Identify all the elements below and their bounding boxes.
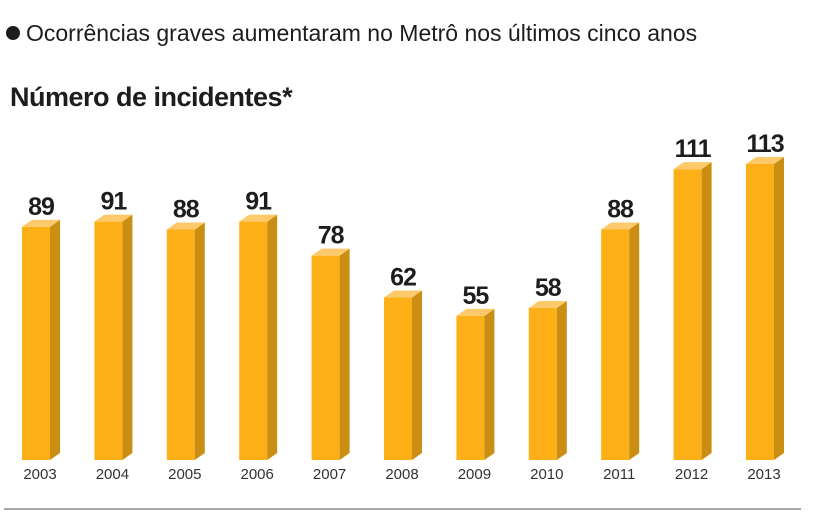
bar-side [484, 308, 495, 460]
x-tick-label: 2009 [458, 466, 491, 483]
bar-top [311, 248, 350, 256]
headline-text: Ocorrências graves aumentaram no Metrô n… [26, 20, 698, 46]
chart-title: Número de incidentes* [10, 82, 293, 112]
x-tick-label: 2005 [168, 466, 201, 483]
bar-front [456, 315, 485, 460]
bar-front [239, 221, 268, 460]
bar-top [166, 222, 205, 230]
bar-front [746, 163, 774, 460]
bar-side [629, 222, 640, 460]
bar-front [311, 255, 340, 460]
bar-side [122, 214, 133, 460]
bar-front [673, 169, 702, 460]
bar-top [528, 301, 567, 309]
bottom-divider [4, 508, 801, 510]
bar-front [384, 297, 412, 460]
data-label: 91 [100, 188, 127, 216]
bar-side [701, 162, 712, 460]
bar-side [267, 214, 278, 460]
bar-side [556, 301, 567, 460]
data-label: 111 [675, 135, 712, 163]
data-label: 55 [462, 282, 489, 310]
bar-top [239, 214, 278, 222]
bullet-icon [6, 26, 20, 40]
bar-front [528, 308, 557, 460]
data-label: 89 [28, 193, 54, 221]
data-label: 78 [318, 222, 345, 250]
bar-front [166, 229, 195, 460]
x-tick-label: 2006 [241, 466, 274, 483]
bar-side [194, 222, 205, 460]
bar-top [384, 290, 422, 298]
data-label: 88 [173, 195, 200, 223]
bar-front [22, 226, 50, 460]
x-tick-label: 2007 [313, 466, 346, 483]
bar-top [94, 214, 133, 222]
bar-top [746, 156, 784, 164]
data-label: 91 [245, 188, 272, 216]
data-label: 113 [746, 130, 783, 158]
bar-top [22, 219, 60, 227]
bar-top [601, 222, 640, 230]
chart-headline: Ocorrências graves aumentaram no Metrô n… [6, 20, 697, 47]
x-tick-label: 2004 [96, 466, 129, 483]
x-tick-label: 2010 [530, 466, 563, 483]
x-tick-label: 2003 [23, 466, 56, 483]
bar-side [50, 219, 60, 460]
data-label: 62 [390, 264, 416, 292]
data-label: 88 [607, 195, 634, 223]
x-tick-label: 2012 [675, 466, 708, 483]
bar-side [412, 290, 422, 460]
x-tick-label: 2008 [385, 466, 418, 483]
bar-front [94, 221, 123, 460]
bar-front [601, 229, 630, 460]
bar-top [456, 308, 495, 316]
data-label: 58 [535, 274, 562, 302]
x-tick-label: 2011 [603, 466, 635, 483]
bar-top [673, 162, 712, 170]
x-tick-label: 2013 [747, 466, 780, 483]
bar-side [774, 156, 784, 460]
bar-side [339, 248, 350, 460]
